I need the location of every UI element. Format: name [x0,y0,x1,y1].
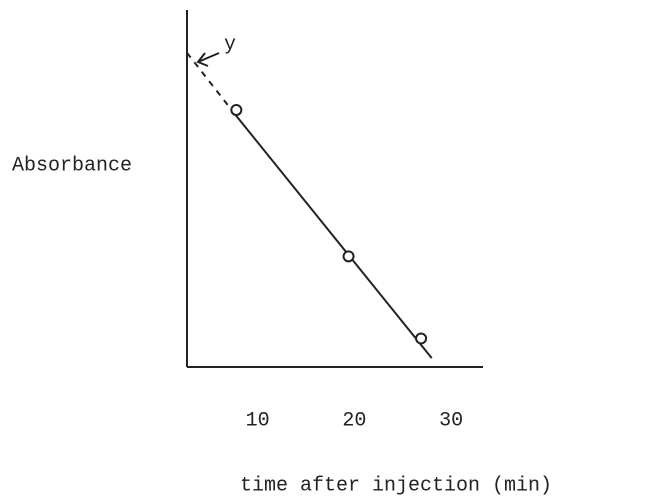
data-point [230,103,243,116]
data-point [415,332,428,345]
annotation: y [224,33,236,56]
x-tick-label: 20 [342,409,366,432]
x-axis-label: time after injection (min) [240,474,552,497]
fit-line [233,112,433,359]
data-point [342,250,355,263]
x-tick-label: 30 [439,409,463,432]
annotation-arrow [196,52,220,67]
x-tick-label: 10 [246,409,270,432]
extrapolation-line [186,52,236,115]
y-axis-label: Absorbance [12,154,132,177]
